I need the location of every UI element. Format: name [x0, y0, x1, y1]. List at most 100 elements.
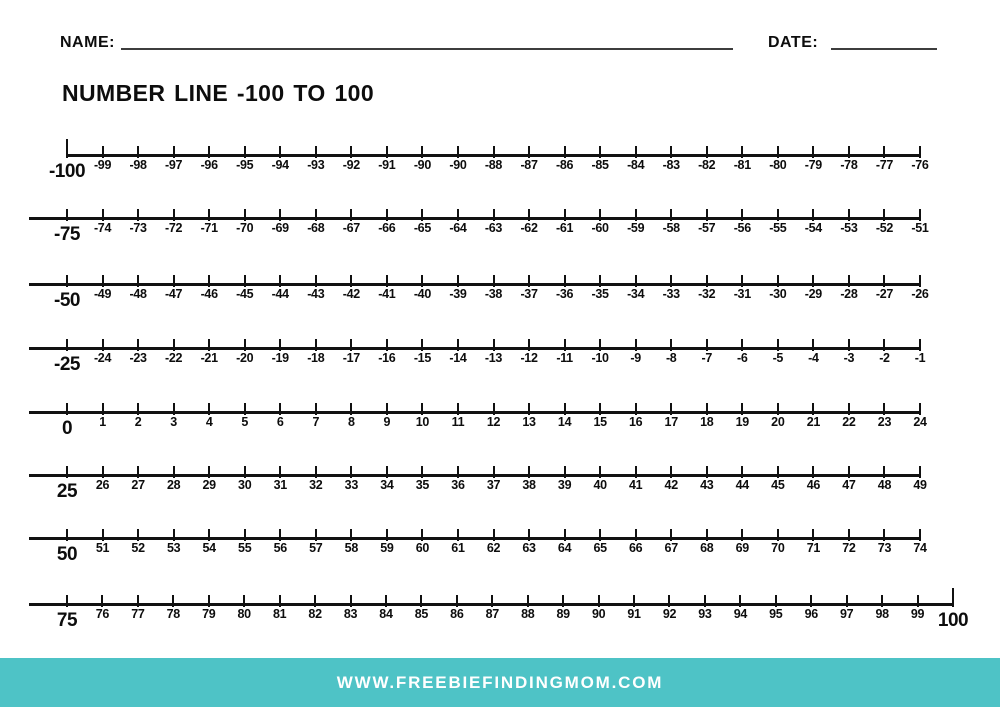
tick-mark	[208, 466, 211, 478]
tick-mark	[919, 339, 921, 351]
tick-label: -80	[769, 158, 787, 172]
tick-mark	[243, 466, 246, 478]
tick-label: -3	[843, 351, 855, 365]
tick-mark	[172, 146, 175, 158]
tick-mark	[137, 209, 140, 221]
number-line	[29, 474, 921, 477]
tick-label: -53	[840, 221, 858, 235]
tick-label: 53	[166, 541, 181, 555]
tick-mark	[883, 209, 886, 221]
tick-mark	[528, 146, 531, 158]
tick-mark	[350, 529, 353, 541]
tick-mark	[279, 209, 282, 221]
tick-mark	[208, 209, 211, 221]
tick-mark	[385, 403, 388, 415]
tick-mark	[952, 588, 954, 607]
tick-mark	[208, 146, 211, 158]
tick-label: -40	[413, 287, 431, 301]
tick-mark	[421, 146, 424, 158]
tick-mark	[137, 466, 140, 478]
tick-label: -90	[413, 158, 431, 172]
tick-mark	[741, 339, 744, 351]
tick-mark	[384, 595, 387, 607]
tick-label: -49	[93, 287, 112, 301]
tick-mark	[599, 339, 602, 351]
anchor-label: -100	[48, 161, 86, 182]
tick-label: -44	[271, 287, 289, 301]
tick-mark	[845, 595, 848, 607]
tick-mark	[172, 339, 175, 351]
tick-label: 60	[415, 541, 430, 555]
tick-mark	[172, 209, 175, 221]
tick-mark	[279, 529, 282, 541]
tick-label: 33	[344, 478, 359, 492]
tick-mark	[172, 529, 175, 541]
tick-label: -9	[630, 351, 641, 365]
tick-mark	[385, 339, 388, 351]
tick-mark	[563, 209, 566, 221]
tick-label: -41	[378, 287, 396, 301]
tick-mark	[456, 466, 459, 478]
tick-mark	[847, 403, 850, 415]
tick-mark	[776, 146, 779, 158]
tick-mark	[350, 275, 353, 287]
tick-mark	[172, 275, 175, 287]
tick-label: 83	[343, 607, 358, 621]
name-fill-line	[121, 48, 733, 50]
tick-label: 28	[166, 478, 181, 492]
tick-mark	[810, 595, 813, 607]
tick-label: 39	[557, 478, 572, 492]
tick-label: -35	[591, 287, 609, 301]
tick-label: 68	[700, 541, 714, 555]
tick-mark	[243, 595, 246, 607]
tick-mark	[599, 403, 602, 415]
tick-label: 51	[95, 541, 110, 555]
tick-label: -61	[555, 221, 574, 235]
tick-mark	[563, 466, 566, 478]
tick-label: 6	[276, 415, 284, 429]
tick-label: -88	[484, 158, 503, 172]
tick-mark	[456, 339, 459, 351]
anchor-label: 25	[56, 481, 78, 502]
tick-mark	[670, 339, 673, 351]
tick-label: -11	[556, 351, 573, 365]
number-line	[29, 283, 921, 286]
website-url: WWW.FREEBIEFINDINGMOM.COM	[336, 672, 664, 692]
tick-label: -47	[165, 287, 183, 301]
tick-label: -5	[772, 351, 784, 365]
tick-label: -34	[627, 287, 645, 301]
tick-mark	[136, 595, 139, 607]
tick-mark	[705, 339, 708, 351]
tick-mark	[137, 339, 140, 351]
tick-label: 73	[877, 541, 892, 555]
tick-label: 57	[309, 541, 323, 555]
tick-mark	[385, 146, 388, 158]
tick-label: -69	[271, 221, 289, 235]
tick-mark	[385, 275, 388, 287]
tick-mark	[916, 595, 919, 607]
tick-mark	[703, 595, 706, 607]
tick-mark	[847, 529, 850, 541]
tick-mark	[456, 146, 459, 158]
tick-label: 1	[99, 415, 106, 429]
tick-label: -30	[769, 287, 787, 301]
tick-mark	[137, 275, 140, 287]
tick-mark	[847, 275, 850, 287]
tick-label: 97	[840, 607, 854, 621]
tick-mark	[776, 529, 779, 541]
tick-label: -16	[378, 351, 396, 365]
tick-label: -2	[879, 351, 890, 365]
tick-label: 36	[451, 478, 465, 492]
tick-mark	[314, 403, 317, 415]
tick-mark	[741, 466, 744, 478]
tick-label: 9	[383, 415, 391, 429]
tick-label: 67	[664, 541, 679, 555]
tick-mark	[492, 146, 495, 158]
tick-mark	[456, 209, 459, 221]
tick-mark	[243, 529, 246, 541]
tick-label: 69	[735, 541, 750, 555]
tick-mark	[919, 209, 921, 221]
tick-mark	[172, 403, 175, 415]
tick-label: 32	[309, 478, 323, 492]
tick-label: -78	[840, 158, 858, 172]
